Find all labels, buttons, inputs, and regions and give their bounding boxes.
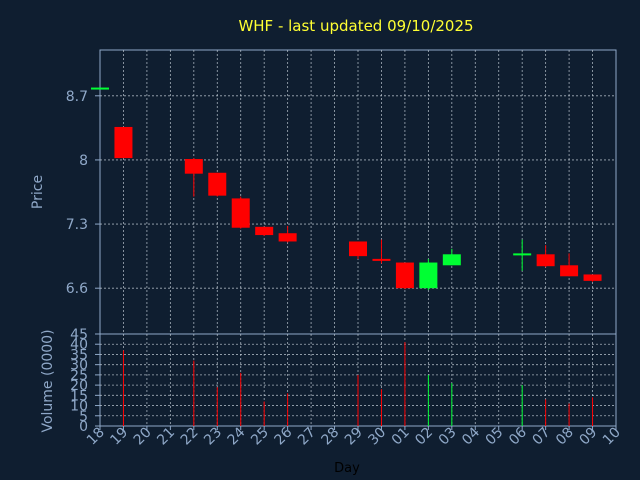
volume-tick-label: 30 (70, 358, 88, 374)
x-tick-label: 04 (459, 424, 483, 448)
x-tick-label: 09 (576, 425, 600, 449)
x-tick-label: 19 (107, 425, 131, 449)
x-tick-label: 26 (272, 424, 296, 448)
candle-body (349, 241, 367, 257)
candle-body (419, 262, 438, 289)
volume-tick-label: 40 (70, 337, 88, 353)
volume-tick-label: 35 (70, 347, 88, 363)
x-axis-label: Day (334, 461, 360, 476)
candle-body (114, 126, 133, 159)
candle-body (583, 274, 602, 281)
volume-tick-label: 45 (70, 327, 88, 343)
candle-body (442, 254, 461, 266)
volume-tick-label: 5 (79, 409, 88, 425)
price-tick-label: 8 (79, 153, 88, 169)
candle-body (231, 198, 250, 228)
x-tick-label: 30 (365, 425, 389, 449)
volume-tick-label: 20 (70, 378, 88, 394)
chart-title: WHF - last updated 09/10/2025 (238, 17, 473, 35)
x-tick-label: 07 (530, 425, 554, 449)
x-tick-label: 08 (553, 425, 577, 449)
volume-tick-label: 10 (70, 399, 88, 415)
candle-body (560, 265, 579, 277)
candle-body (91, 87, 109, 90)
x-tick-label: 06 (506, 424, 530, 448)
candle-body (184, 159, 203, 174)
x-tick-label: 27 (295, 425, 319, 449)
x-tick-label: 03 (436, 425, 460, 449)
volume-tick-label: 0 (79, 419, 88, 435)
candle-body (278, 233, 297, 242)
volume-tick-label: 25 (70, 368, 88, 384)
x-tick-label: 24 (225, 424, 249, 448)
x-tick-label: 22 (178, 425, 202, 449)
x-tick-label: 29 (342, 425, 366, 449)
price-tick-label: 6.6 (66, 281, 88, 297)
price-tick-label: 8.7 (66, 89, 88, 105)
volume-tick-label: 15 (70, 388, 88, 404)
x-axis: 18 19 20 21 22 23 24 25 26 27 28 29 30 01 02 03 04 05 06 07… (84, 424, 624, 448)
candle-body (513, 253, 532, 256)
x-tick-label: 02 (412, 425, 436, 449)
candle-body (255, 226, 274, 236)
price-tick-label: 7.3 (66, 217, 88, 233)
x-tick-label: 21 (154, 425, 178, 449)
x-tick-label: 28 (318, 425, 342, 449)
x-tick-label: 05 (483, 425, 507, 449)
candle-body (372, 258, 391, 261)
x-tick-label: 01 (389, 425, 413, 449)
price-axis-label: Price (30, 175, 46, 209)
candle-body (208, 172, 227, 196)
x-tick-label: 23 (201, 425, 225, 449)
x-tick-label: 25 (248, 425, 272, 449)
candle-body (395, 262, 414, 289)
volume-axis-label: Volume (0000) (40, 329, 56, 432)
candle-body (536, 254, 555, 267)
x-tick-label: 20 (131, 425, 155, 449)
price-panel: 6.6 7.3 8 8.7 (66, 49, 617, 335)
x-tick-label: 10 (600, 425, 624, 449)
